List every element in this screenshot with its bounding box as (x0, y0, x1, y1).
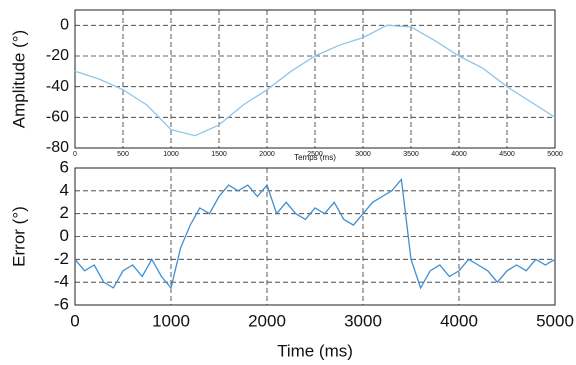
x-tick-label: 1000 (152, 311, 190, 330)
y-tick-label: -40 (46, 78, 69, 95)
x-axis-label: Time (ms) (277, 341, 353, 360)
y-tick-label: -2 (54, 249, 69, 268)
y-tick-label: 4 (60, 180, 69, 199)
x-tick-label: 3000 (355, 151, 371, 158)
plot-frame (74, 167, 556, 306)
x-tick-label: 1500 (211, 151, 227, 158)
y-tick-label: 0 (60, 226, 69, 245)
y-tick-label: -4 (54, 272, 69, 291)
x-tick-label: 2000 (259, 151, 275, 158)
y-tick-label: 6 (60, 157, 69, 176)
x-tick-label: 4500 (499, 151, 515, 158)
x-tick-label: 2500 (307, 151, 323, 158)
x-tick-label: 2000 (248, 311, 286, 330)
y-tick-label: -6 (54, 294, 69, 313)
x-tick-label: 3500 (403, 151, 419, 158)
x-tick-label: 5000 (536, 311, 574, 330)
x-tick-label: 3000 (344, 311, 382, 330)
x-tick-label: 0 (70, 311, 79, 330)
y-tick-label: 2 (60, 203, 69, 222)
y-tick-label: -60 (46, 109, 69, 126)
data-line (74, 24, 556, 137)
y-tick-label: 0 (60, 17, 69, 34)
x-tick-label: 500 (117, 151, 129, 158)
x-tick-label: 4000 (451, 151, 467, 158)
y-tick-label: -80 (46, 139, 69, 156)
y-tick-label: -20 (46, 47, 69, 64)
x-tick-label: 5000 (547, 151, 563, 158)
x-axis-label: Temps (ms) (294, 153, 336, 162)
x-tick-label: 4000 (440, 311, 478, 330)
x-tick-label: 1000 (163, 151, 179, 158)
y-axis-label: Error (°) (9, 206, 28, 267)
data-line (74, 177, 556, 290)
y-axis-label: Amplitude (°) (9, 30, 28, 128)
plot-frame (74, 9, 556, 149)
x-tick-label: 0 (73, 151, 77, 158)
